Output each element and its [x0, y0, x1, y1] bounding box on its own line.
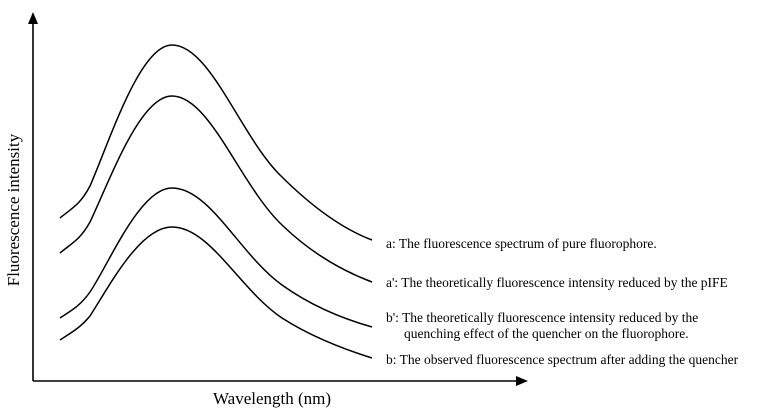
x-axis-arrowhead [516, 376, 528, 386]
curve-a-prime [59, 95, 373, 283]
x-axis-title: Wavelength (nm) [213, 389, 331, 408]
curve-b-prime [59, 187, 373, 328]
curve-b [59, 226, 373, 359]
label-b-prime-line2: quenching effect of the quencher on the … [404, 326, 689, 341]
label-a: a: The fluorescence spectrum of pure flu… [386, 236, 657, 251]
curve-a [59, 44, 373, 241]
label-b: b: The observed fluorescence spectrum af… [386, 352, 739, 367]
label-a-prime: a': The theoretically fluorescence inten… [386, 275, 728, 290]
y-axis-title: Fluorescence intensity [4, 133, 23, 286]
y-axis-arrowhead [28, 12, 38, 24]
label-b-prime-line1: b': The theoretically fluorescence inten… [386, 310, 698, 325]
